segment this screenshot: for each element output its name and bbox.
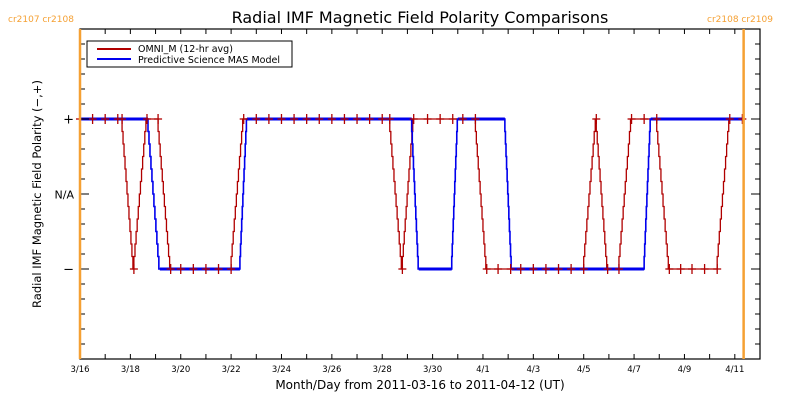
legend: OMNI_M (12-hr avg) Predictive Science MA… [86,40,293,68]
x-tick-label: 3/26 [322,365,341,375]
plot-series [76,114,747,274]
x-tick-label: 3/22 [222,365,241,375]
x-tick-label: 4/5 [577,365,591,375]
legend-label-omni: OMNI_M (12-hr avg) [138,44,233,55]
y-tick-label: N/A [55,189,75,202]
y-tick-label: − [63,263,74,278]
carrington-lines [78,29,745,359]
chart-title: Radial IMF Magnetic Field Polarity Compa… [232,8,609,27]
x-tick-label: 3/20 [171,365,190,375]
y-axis-label: Radial IMF Magnetic Field Polarity (−,+) [30,80,44,308]
y-tick-label: + [63,113,74,128]
x-tick-label: 3/16 [70,365,89,375]
legend-box [86,40,293,68]
x-tick-label: 3/28 [373,365,392,375]
x-axis-label: Month/Day from 2011-03-16 to 2011-04-12 … [275,378,564,392]
x-axis-ticks: 3/16 3/18 3/20 3/22 3/24 3/26 3/28 3/30 4/1 4/3 4/… [70,29,761,375]
x-tick-label: 4/3 [526,365,540,375]
carrington-labels: cr2107 cr2108 cr2108 cr2109 [8,15,773,25]
legend-label-mas: Predictive Science MAS Model [138,55,280,66]
x-tick-label: 3/24 [272,365,291,375]
x-tick-label: 4/7 [627,365,641,375]
x-tick-label: 4/9 [678,365,692,375]
x-tick-label: 3/18 [121,365,140,375]
x-tick-label: 3/30 [423,365,442,375]
carrington-label: cr2108 cr2109 [707,15,773,25]
x-tick-label: 4/11 [725,365,744,375]
x-tick-label: 4/1 [476,365,490,375]
carrington-label: cr2107 cr2108 [8,15,74,25]
